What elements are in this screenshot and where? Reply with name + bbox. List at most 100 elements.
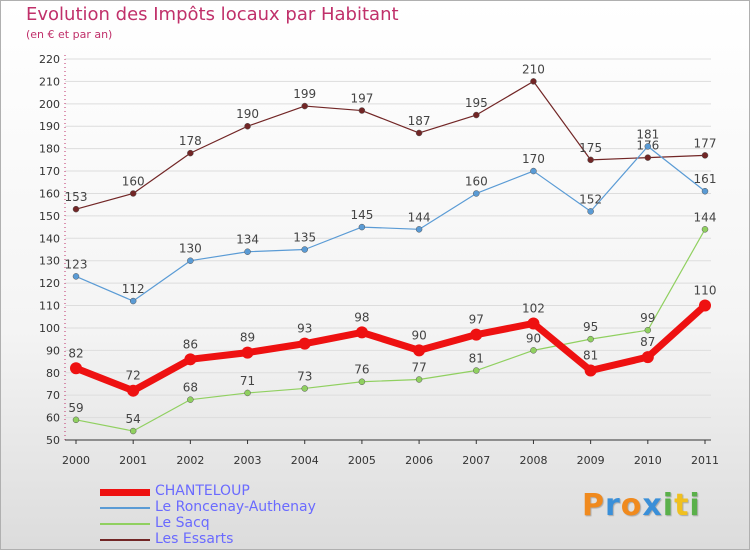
- legend-label: CHANTELOUP: [155, 483, 250, 499]
- logo-letter: P: [582, 488, 605, 523]
- data-point: [129, 190, 137, 197]
- data-point: [530, 78, 537, 85]
- data-point: [187, 257, 194, 264]
- data-point: [187, 149, 194, 157]
- series-les-essarts: 153160178190199197187195210175176177: [65, 62, 716, 213]
- data-point: [72, 205, 80, 213]
- data-point: [358, 107, 366, 114]
- data-point: [530, 347, 537, 354]
- y-tick-label: 210: [39, 75, 60, 88]
- data-label: 175: [579, 141, 602, 155]
- data-label: 160: [122, 174, 145, 188]
- data-point: [72, 273, 80, 280]
- x-tick-label: 2001: [119, 454, 147, 467]
- x-tick-label: 2005: [348, 454, 376, 467]
- series-line: [75, 80, 706, 210]
- x-tick-label: 2004: [291, 454, 319, 467]
- x-tick-label: 2009: [577, 454, 605, 467]
- proxiti-logo: Proxiti: [582, 488, 701, 523]
- data-label: 134: [236, 233, 259, 247]
- x-tick-label: 2003: [234, 454, 262, 467]
- legend-label: Le Roncenay-Authenay: [155, 499, 316, 515]
- data-label: 97: [469, 313, 484, 327]
- data-label: 82: [68, 346, 83, 360]
- series-line: [75, 228, 706, 432]
- x-tick-label: 2007: [462, 454, 490, 467]
- data-label: 77: [411, 360, 426, 374]
- data-point: [415, 129, 423, 137]
- y-tick-label: 100: [39, 322, 60, 335]
- legend-swatch: [100, 539, 150, 541]
- x-tick-label: 2011: [691, 454, 719, 467]
- data-point: [72, 416, 80, 424]
- data-label: 190: [236, 107, 259, 121]
- data-point: [127, 384, 140, 397]
- data-label: 86: [183, 337, 198, 351]
- data-label: 72: [126, 369, 141, 383]
- data-point: [527, 317, 540, 330]
- data-label: 135: [293, 231, 316, 245]
- data-label: 54: [126, 412, 141, 426]
- y-tick-label: 70: [46, 389, 60, 402]
- data-point: [470, 328, 483, 341]
- data-label: 170: [522, 152, 545, 166]
- series-le-roncenay-authenay: 123 112 130 134 135 145 144 160 170 152 181 161: [65, 127, 717, 305]
- data-label: 161: [694, 172, 717, 186]
- data-point: [699, 299, 711, 312]
- data-label: 98: [354, 310, 369, 324]
- data-label: 144: [694, 210, 717, 224]
- x-tick-label: 2008: [519, 454, 547, 467]
- data-label: 112: [122, 282, 145, 296]
- y-tick-label: 80: [46, 367, 60, 380]
- logo-letter: i: [689, 488, 701, 523]
- legend-item: Les Essarts: [100, 531, 440, 548]
- data-point: [301, 246, 308, 253]
- y-tick-label: 150: [39, 210, 60, 223]
- data-label: 68: [183, 381, 198, 395]
- data-point: [644, 154, 652, 161]
- logo-letter: x: [642, 488, 663, 523]
- data-label: 197: [350, 92, 373, 106]
- legend-item: Le Roncenay-Authenay: [100, 499, 440, 516]
- data-point: [415, 226, 423, 233]
- data-point: [301, 102, 308, 110]
- y-tick-label: 90: [46, 344, 60, 357]
- data-point: [473, 190, 480, 197]
- data-label: 160: [465, 174, 488, 188]
- data-point: [641, 351, 654, 364]
- y-tick-label: 160: [39, 187, 60, 200]
- y-tick-label: 60: [46, 412, 60, 425]
- data-label: 144: [408, 210, 431, 224]
- y-tick-label: 130: [39, 255, 60, 268]
- data-label: 95: [583, 320, 598, 334]
- data-label: 181: [636, 127, 659, 141]
- data-point: [413, 344, 426, 357]
- chart-legend: CHANTELOUP Le Roncenay-Authenay Le Sacq Les…: [100, 483, 440, 548]
- data-label: 110: [694, 284, 717, 298]
- y-tick-label: 170: [39, 165, 60, 178]
- data-label: 195: [465, 96, 488, 110]
- legend-label: Les Essarts: [155, 531, 234, 547]
- data-point: [301, 385, 308, 392]
- data-label: 81: [583, 349, 598, 363]
- data-point: [355, 326, 368, 339]
- logo-letter: o: [620, 488, 643, 523]
- data-point: [187, 396, 194, 403]
- series-line: [72, 302, 709, 395]
- y-tick-label: 110: [39, 300, 60, 313]
- data-label: 199: [293, 87, 316, 101]
- data-label: 152: [579, 192, 602, 206]
- data-label: 93: [297, 322, 312, 336]
- y-tick-label: 190: [39, 120, 60, 133]
- data-point: [244, 248, 251, 255]
- data-label: 99: [640, 311, 655, 325]
- chart-title: Evolution des Impôts locaux par Habitant: [26, 4, 399, 25]
- data-point: [70, 362, 82, 375]
- data-point: [644, 326, 652, 334]
- y-tick-label: 180: [39, 143, 60, 156]
- legend-label: Le Sacq: [155, 515, 210, 531]
- legend-item: Le Sacq: [100, 515, 440, 532]
- logo-letter: i: [662, 488, 675, 523]
- data-point: [129, 297, 137, 305]
